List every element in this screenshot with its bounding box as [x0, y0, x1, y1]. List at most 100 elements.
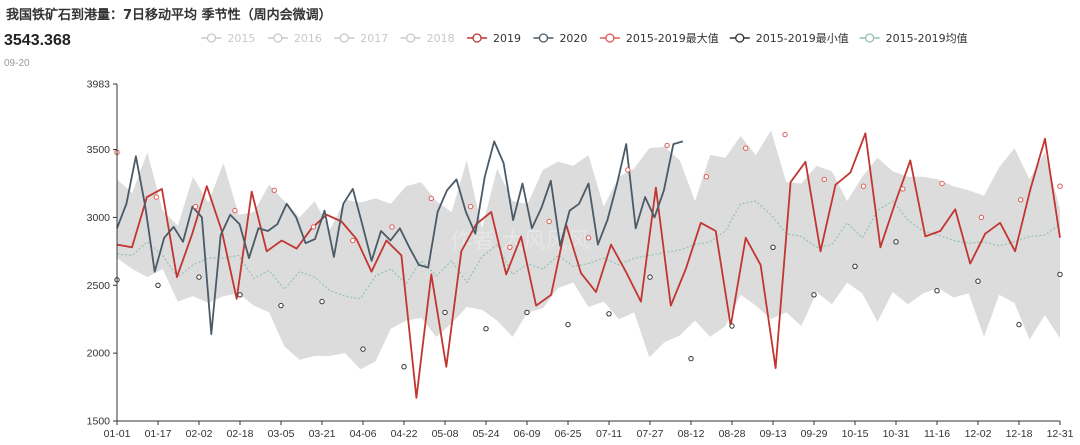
min-marker [196, 274, 202, 280]
x-tick-label: 05-24 [473, 428, 500, 440]
legend-label: 2019 [493, 32, 521, 45]
x-tick-label: 08-28 [719, 428, 746, 440]
plot-area: 作者 大风风风 [114, 130, 1063, 399]
max-marker [703, 174, 710, 180]
max-marker [939, 180, 945, 187]
series-line-mean [116, 200, 1061, 300]
max-marker [821, 176, 827, 183]
x-tick-label: 10-31 [883, 428, 910, 440]
min-marker [319, 298, 325, 305]
min-marker [729, 323, 735, 329]
x-tick-label: 02-18 [227, 428, 254, 440]
x-tick-label: 11-16 [924, 428, 950, 440]
y-tick-label: 3000 [87, 212, 111, 224]
chart-title: 我国铁矿石到港量：7日移动平均 季节性（周内会微调） [6, 8, 332, 23]
max-marker [389, 224, 395, 230]
x-tick-label: 06-09 [514, 428, 541, 440]
y-tick-label: 2000 [87, 348, 111, 360]
legend-label: 2015 [227, 32, 255, 45]
x-tick-label: 01-01 [104, 428, 131, 440]
min-marker [483, 326, 489, 332]
legend-label: 2015-2019最小值 [756, 32, 849, 45]
max-marker [585, 235, 592, 241]
x-tick-label: 08-12 [678, 428, 705, 440]
min-marker [606, 311, 612, 317]
legend-label: 2018 [427, 32, 455, 45]
max-marker [743, 145, 749, 151]
series-line-2019 [116, 132, 1061, 399]
min-marker [237, 292, 243, 298]
axes: 1500 2000 2500 3000 3500 3983 01-01 01-17 02-02 0… [87, 79, 1074, 441]
legend-marker [339, 33, 349, 43]
legend-label: 2015-2019均值 [886, 32, 968, 45]
x-tick-label: 04-22 [391, 428, 418, 440]
legend-item-2015-2019最大值: 2015-2019最大值 [599, 31, 719, 45]
legend-marker [605, 33, 615, 43]
min-marker [975, 278, 981, 284]
x-tick-label: 07-27 [637, 428, 664, 440]
x-tick-label: 02-02 [186, 428, 213, 440]
max-marker [900, 186, 906, 192]
max-marker [978, 214, 985, 221]
legend-item-2019: 2019 [467, 32, 521, 45]
min-marker [401, 364, 407, 370]
min-marker [647, 274, 653, 280]
max-marker [860, 183, 867, 189]
legend-item-2016: 2016 [267, 32, 322, 45]
x-tick-label: 09-29 [801, 428, 828, 440]
legend-label: 2016 [294, 32, 322, 45]
legend-marker [405, 33, 416, 43]
max-marker [782, 131, 788, 138]
legend-marker [865, 33, 875, 43]
x-tick-label: 09-13 [760, 428, 787, 440]
max-marker [350, 237, 356, 244]
x-tick-label: 12-18 [1006, 428, 1033, 440]
max-marker [271, 187, 277, 194]
min-marker [934, 288, 940, 294]
max-marker [664, 142, 670, 149]
max-marker [232, 207, 238, 214]
min-marker [278, 302, 284, 309]
x-tick-label: 05-08 [432, 428, 459, 440]
legend-item-2015-2019最小值: 2015-2019最小值 [729, 32, 849, 45]
y-tick-label: 3983 [87, 79, 111, 91]
x-tick-label: 12-31 [1047, 428, 1074, 440]
min-marker [155, 282, 161, 288]
latest-date: 09-20 [4, 58, 30, 69]
x-tick-label: 01-17 [145, 428, 172, 440]
max-marker [192, 203, 199, 210]
legend-marker [735, 33, 745, 43]
min-marker [1057, 271, 1063, 278]
legend-item-2020: 2020 [533, 32, 587, 45]
legend-marker [206, 33, 217, 43]
legend-item-2015-2019均值: 2015-2019均值 [859, 32, 968, 45]
min-marker [1016, 321, 1022, 328]
legend-label: 2017 [360, 32, 388, 45]
max-marker [428, 195, 434, 202]
min-marker [770, 244, 776, 251]
legend-marker [538, 33, 549, 43]
legend-item-2018: 2018 [400, 32, 455, 45]
x-tick-label: 10-15 [842, 428, 869, 440]
y-tick-label: 1500 [87, 416, 111, 428]
min-marker [442, 309, 448, 316]
legend-label: 2015-2019最大值 [626, 31, 719, 45]
x-tick-label: 07-11 [596, 428, 622, 440]
min-marker [893, 239, 899, 245]
legend-marker [472, 33, 482, 43]
series-line-2020 [116, 140, 684, 336]
min-marker [524, 309, 530, 316]
max-marker [546, 218, 552, 225]
legend-marker [273, 33, 283, 43]
min-marker [360, 346, 366, 352]
max-min-band [117, 130, 1060, 370]
max-marker [153, 194, 160, 200]
y-tick-label: 3500 [87, 144, 111, 156]
min-marker [565, 321, 571, 328]
x-tick-label: 04-06 [350, 428, 377, 440]
legend-item-2015: 2015 [201, 32, 255, 45]
y-tick-label: 2500 [87, 280, 111, 292]
max-marker [467, 203, 474, 210]
x-tick-label: 03-05 [268, 428, 295, 440]
